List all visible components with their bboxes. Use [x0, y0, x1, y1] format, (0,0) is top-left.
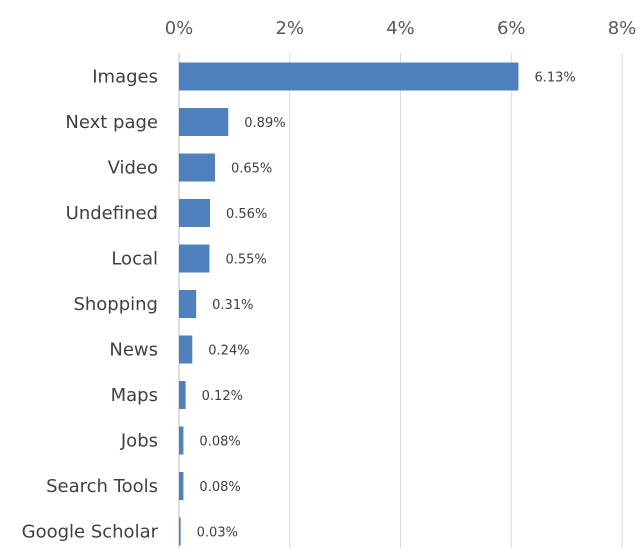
x-tick-label: 4%	[386, 18, 415, 39]
category-label: Undefined	[66, 203, 158, 224]
bar	[179, 62, 519, 91]
bar	[179, 426, 184, 455]
bars	[179, 62, 519, 546]
x-axis-ticks: 0% 2% 4% 6% 8%	[165, 18, 637, 39]
category-label: Jobs	[120, 431, 158, 452]
data-label: 0.89%	[244, 116, 285, 131]
bar	[179, 381, 186, 409]
bar	[179, 472, 184, 500]
bar	[179, 153, 215, 182]
bar	[179, 108, 229, 136]
data-label: 0.03%	[197, 526, 238, 541]
data-label: 6.13%	[534, 71, 575, 86]
bar	[179, 335, 193, 364]
data-label: 0.24%	[208, 344, 249, 359]
category-label: Local	[111, 249, 158, 270]
data-labels: 6.13% 0.89% 0.65% 0.56% 0.55% 0.31% 0.24% 0.12%…	[197, 71, 576, 541]
bar	[179, 290, 197, 318]
gridlines	[289, 53, 623, 548]
data-label: 0.08%	[199, 480, 240, 495]
x-tick-label: 0%	[165, 18, 194, 39]
category-label: Video	[108, 158, 158, 179]
category-label: Maps	[111, 385, 158, 406]
category-label: Next page	[65, 112, 158, 133]
bar	[179, 517, 181, 546]
data-label: 0.55%	[225, 253, 266, 268]
data-label: 0.56%	[226, 207, 267, 222]
data-label: 0.08%	[199, 435, 240, 450]
x-tick-label: 8%	[608, 18, 637, 39]
category-label: Images	[92, 67, 158, 88]
x-tick-label: 6%	[497, 18, 526, 39]
data-label: 0.65%	[231, 162, 272, 177]
category-labels: Images Next page Video Undefined Local Shoppi…	[22, 67, 159, 543]
category-label: Google Scholar	[22, 522, 159, 543]
bar	[179, 199, 211, 227]
data-label: 0.31%	[212, 298, 253, 313]
category-label: Shopping	[73, 294, 158, 315]
bar	[179, 244, 210, 273]
category-label: News	[109, 340, 158, 361]
x-tick-label: 2%	[275, 18, 304, 39]
category-label: Search Tools	[46, 476, 158, 497]
data-label: 0.12%	[202, 389, 243, 404]
